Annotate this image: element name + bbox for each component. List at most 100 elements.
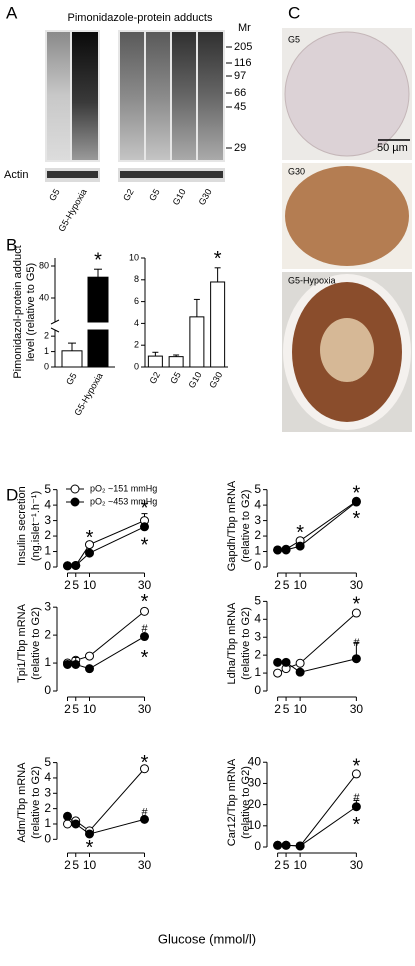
y-tick-label: 5 bbox=[44, 482, 51, 496]
y-tick-label: 1 bbox=[254, 665, 261, 679]
point bbox=[281, 840, 291, 850]
legend-marker bbox=[70, 497, 80, 507]
point bbox=[85, 548, 94, 558]
mr-marker: 66 bbox=[234, 87, 246, 99]
blot-lane bbox=[172, 32, 196, 160]
annotation: * bbox=[94, 249, 102, 271]
y-tick-label: 2 bbox=[44, 627, 51, 641]
axis-break bbox=[50, 327, 60, 333]
islet bbox=[285, 166, 409, 266]
y-tick-label: 6 bbox=[134, 296, 139, 306]
point bbox=[281, 657, 291, 667]
actin-band bbox=[120, 171, 223, 178]
y-tick-label: 1 bbox=[44, 816, 51, 830]
x-tick-label: 30 bbox=[138, 858, 152, 872]
annotation: * bbox=[352, 756, 360, 778]
y-tick-label: 1 bbox=[44, 544, 51, 558]
panel-label: C bbox=[288, 3, 300, 22]
y-axis-label: Adm/Tbp mRNA bbox=[16, 762, 28, 843]
mr-marker: 116 bbox=[234, 57, 252, 69]
y-axis-label: (relative to G2) bbox=[30, 766, 42, 839]
point bbox=[273, 657, 283, 667]
y-tick-label: 2 bbox=[254, 528, 261, 542]
point bbox=[351, 654, 361, 664]
lane-label: G2 bbox=[121, 187, 136, 202]
x-tick-label: 5 bbox=[283, 702, 290, 716]
y-axis-label: Tpi1/Tbp mRNA bbox=[16, 603, 28, 683]
legend-label: pO₂ ~151 mmHg bbox=[90, 483, 157, 493]
annotation: * bbox=[352, 814, 360, 836]
y-tick-label: 4 bbox=[254, 497, 261, 511]
series-line bbox=[277, 612, 357, 674]
axis-break bbox=[50, 319, 60, 325]
x-tick-label: G10 bbox=[186, 370, 203, 390]
lane-label: G10 bbox=[171, 187, 188, 207]
x-axis-label: Glucose (mmol/l) bbox=[158, 931, 256, 946]
blot-title: Pimonidazole-protein adducts bbox=[68, 12, 213, 24]
actin-band bbox=[47, 171, 98, 178]
y-tick-label: 1 bbox=[44, 346, 49, 356]
lane-label: G5 bbox=[47, 187, 62, 202]
bar bbox=[168, 356, 184, 368]
y-tick-label: 40 bbox=[248, 754, 262, 768]
y-tick-label: 8 bbox=[134, 274, 139, 284]
x-tick-label: 10 bbox=[293, 858, 307, 872]
point bbox=[295, 541, 305, 551]
point bbox=[85, 664, 94, 674]
annotation: * bbox=[352, 483, 360, 505]
y-tick-label: 2 bbox=[254, 647, 261, 661]
blot-lane bbox=[47, 32, 70, 160]
figure-content: A B C D Pimonidazole-protein adducts Mr … bbox=[4, 3, 412, 946]
point bbox=[351, 769, 361, 779]
mr-marker: 45 bbox=[234, 101, 246, 113]
x-tick-label: 5 bbox=[72, 702, 79, 716]
mr-marker: 205 bbox=[234, 41, 252, 53]
annotation: * bbox=[86, 527, 94, 549]
x-tick-label: 5 bbox=[72, 578, 79, 592]
y-tick-label: 4 bbox=[44, 497, 51, 511]
y-tick-label: 0 bbox=[254, 559, 261, 573]
point bbox=[140, 522, 149, 532]
x-tick-label: 30 bbox=[350, 578, 364, 592]
annotation: * bbox=[352, 508, 360, 530]
x-tick-label: G5 bbox=[168, 370, 183, 385]
y-tick-label: 0 bbox=[134, 361, 139, 371]
y-axis-label: level (relative to G5) bbox=[25, 263, 37, 361]
point bbox=[140, 606, 149, 616]
y-axis-label: (relative to G2) bbox=[240, 607, 252, 680]
y-tick-label: 3 bbox=[44, 599, 51, 613]
annotation: # bbox=[353, 792, 360, 804]
bar bbox=[87, 276, 109, 323]
x-tick-label: 2 bbox=[64, 578, 71, 592]
point bbox=[63, 561, 72, 571]
y-axis-label: (relative to G2) bbox=[30, 607, 42, 680]
x-tick-label: 5 bbox=[72, 858, 79, 872]
x-tick-label: G2 bbox=[147, 370, 162, 385]
annotation: # bbox=[353, 637, 360, 649]
point bbox=[273, 840, 283, 850]
point bbox=[63, 659, 72, 669]
y-tick-label: 2 bbox=[44, 331, 49, 341]
x-tick-label: 10 bbox=[293, 578, 307, 592]
annotation: * bbox=[86, 837, 94, 859]
x-tick-label: 5 bbox=[283, 858, 290, 872]
series-line bbox=[277, 806, 357, 847]
point bbox=[273, 545, 283, 555]
y-tick-label: 5 bbox=[44, 755, 51, 769]
panel-label: B bbox=[6, 235, 17, 254]
image-label: G5-Hypoxia bbox=[288, 275, 336, 285]
y-tick-label: 3 bbox=[254, 629, 261, 643]
bar bbox=[147, 355, 163, 368]
x-tick-label: 2 bbox=[274, 702, 281, 716]
y-axis-label: Pimonidazol-protein adduct bbox=[12, 245, 24, 378]
y-tick-label: 0 bbox=[254, 839, 261, 853]
y-tick-label: 3 bbox=[44, 513, 51, 527]
series-line bbox=[277, 773, 357, 847]
y-tick-label: 5 bbox=[254, 594, 261, 608]
point bbox=[71, 659, 81, 669]
y-axis-label: Ldha/Tbp mRNA bbox=[226, 602, 238, 685]
y-tick-label: 3 bbox=[254, 513, 261, 527]
x-tick-label: G5 bbox=[64, 371, 79, 386]
mr-label: Mr bbox=[238, 22, 251, 34]
